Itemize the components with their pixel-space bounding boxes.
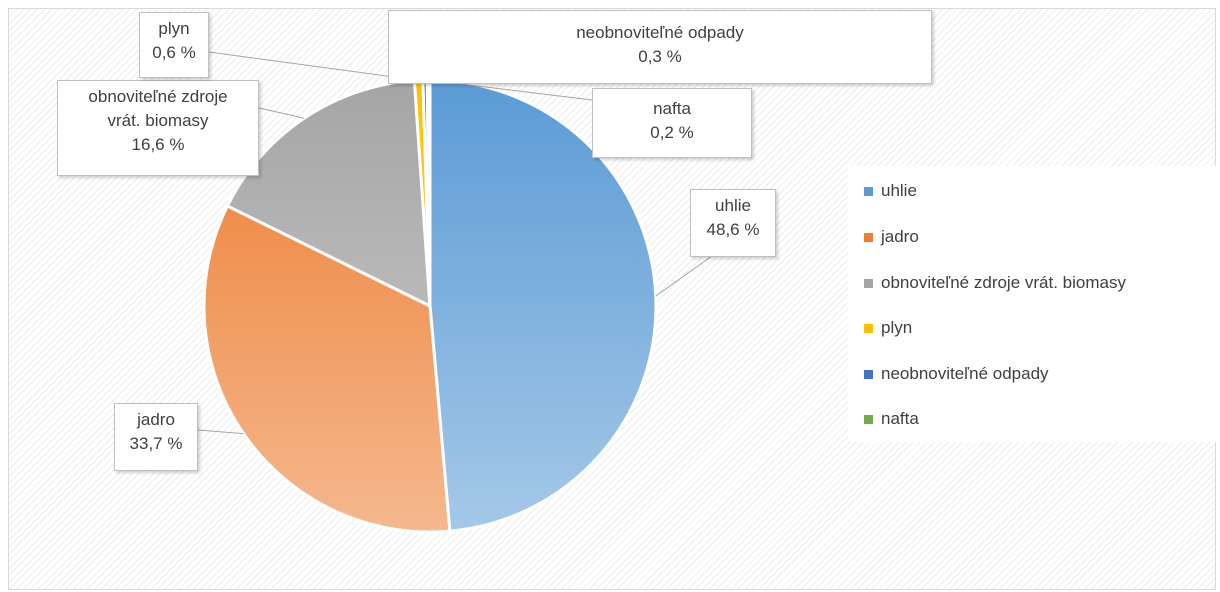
leader-line-uhlie [655,255,713,297]
legend-item-nafta: nafta [864,407,919,431]
pie-slice-jadro [202,204,452,534]
data-label-uhlie-name: uhlie [715,196,751,215]
data-label-jadro-value: 33,7 % [129,434,183,453]
leader-line-jadro [197,429,244,435]
legend-label-obnovitelne: obnoviteľné zdroje vrát. biomasy [881,273,1126,292]
legend-label-neobnovitelne: neobnoviteľné odpady [881,364,1049,383]
data-label-plyn-value: 0,6 % [152,43,196,62]
data-label-nafta: nafta 0,2 % [592,88,752,158]
data-label-obnovitelne-name-1: obnoviteľné zdroje [88,87,228,106]
data-label-neobnovitelne-value: 0,3 % [638,47,682,66]
data-label-obnovitelne-value: 16,6 % [131,135,185,154]
legend-item-obnovitelne: obnoviteľné zdroje vrát. biomasy [864,271,1126,295]
legend-item-uhlie: uhlie [864,179,917,203]
data-label-jadro: jadro 33,7 % [114,403,198,471]
data-label-uhlie: uhlie 48,6 % [690,189,776,257]
data-label-nafta-value: 0,2 % [650,123,694,142]
pie-slices [202,78,658,534]
legend-label-jadro: jadro [881,227,919,246]
data-label-obnovitelne-name-2: vrát. biomasy [107,111,209,130]
data-label-uhlie-value: 48,6 % [706,220,760,239]
legend-swatch-obnovitelne [864,278,873,288]
legend-swatch-uhlie [864,186,873,196]
legend-swatch-plyn [864,323,873,333]
leader-line-plyn [208,51,419,81]
data-label-jadro-name: jadro [137,410,175,429]
data-label-neobnovitelne: neobnoviteľné odpady 0,3 % [388,10,932,84]
legend-item-jadro: jadro [864,225,919,249]
legend-swatch-jadro [864,232,873,242]
legend: uhlie jadro obnoviteľné zdroje vrát. bio… [848,166,1216,442]
legend-label-nafta: nafta [881,409,919,428]
data-label-nafta-name: nafta [653,99,691,118]
data-label-plyn: plyn 0,6 % [139,12,209,78]
data-label-obnovitelne: obnoviteľné zdroje vrát. biomasy 16,6 % [57,80,259,176]
data-label-plyn-name: plyn [158,19,190,38]
legend-label-plyn: plyn [881,318,913,337]
legend-item-neobnovitelne: neobnoviteľné odpady [864,362,1049,386]
data-label-neobnovitelne-name: neobnoviteľné odpady [576,23,744,42]
legend-swatch-neobnovitelne [864,369,873,379]
leader-line-obnovitelne-zdroje-vrat-biomasy [258,107,305,119]
legend-label-uhlie: uhlie [881,181,917,200]
pie-slice-uhlie [428,78,658,533]
legend-item-plyn: plyn [864,316,912,340]
legend-swatch-nafta [864,414,873,424]
